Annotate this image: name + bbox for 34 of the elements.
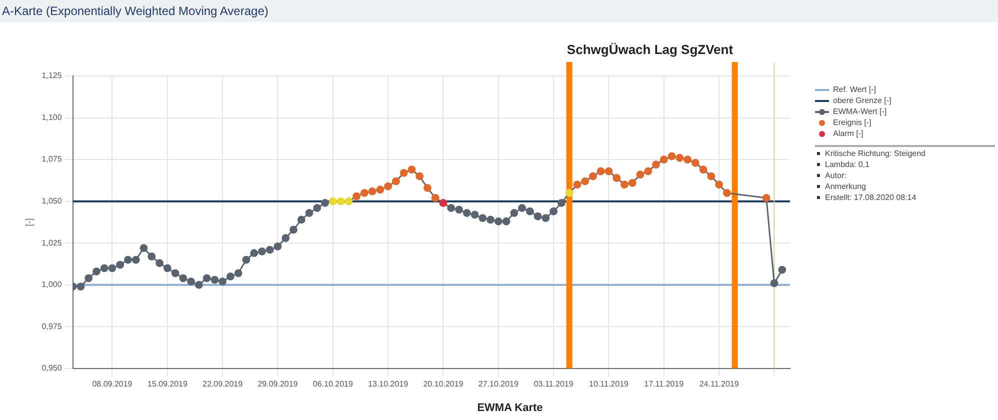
y-tick-label: 1,025 — [42, 238, 62, 248]
legend-label: EWMA-Wert [-] — [833, 107, 887, 116]
y-axis-title: [-] — [24, 218, 34, 226]
x-tick-label: 22.09.2019 — [202, 379, 244, 388]
y-tick-label: 1,050 — [42, 196, 62, 206]
legend-label: obere Grenze [-] — [833, 96, 892, 105]
y-tick-label: 0,975 — [42, 322, 62, 331]
y-tick-label: 1,100 — [42, 112, 62, 122]
legend-label: Ref. Wert [-] — [833, 85, 876, 94]
x-tick-label: 20.10.2019 — [423, 379, 464, 388]
x-tick-label: 08.09.2019 — [92, 379, 133, 388]
x-tick-label: 17.11.2019 — [644, 379, 684, 388]
x-tick-label: 29.09.2019 — [258, 379, 298, 388]
legend-label: Alarm [-] — [833, 129, 864, 138]
text: Anmerkung — [824, 182, 867, 193]
x-tick-label: 03.11.2019 — [534, 379, 574, 388]
x-axis-title: EWMA Karte — [476, 402, 544, 414]
x-tick-label: 27.10.2019 — [478, 379, 519, 388]
x-tick-label: 15.09.2019 — [147, 379, 188, 388]
chart-subtitle: SchwgÜwach Lag SgZVent — [566, 42, 734, 57]
x-tick-label: 10.11.2019 — [589, 379, 630, 388]
text: Erstellt: 17.08.2020 08:14 — [824, 193, 918, 204]
x-tick-label: 13.10.2019 — [368, 379, 409, 388]
text: Autor: — [824, 171, 848, 182]
chart-title: A-Karte (Exponentially Weighted Moving Average) — [0, 0, 998, 22]
y-tick-label: 1,075 — [42, 154, 62, 164]
y-tick-label: 1,125 — [42, 71, 62, 80]
y-tick-label: 1,000 — [42, 280, 62, 290]
text: Kritische Richtung: Steigend — [824, 149, 926, 160]
text: Lambda: 0,1 — [824, 160, 870, 171]
x-tick-label: 24.11.2019 — [699, 379, 740, 388]
y-tick-label: 0,950 — [42, 364, 62, 373]
x-tick-label: 06.10.2019 — [312, 379, 354, 388]
legend-label: Ereignis [-] — [833, 118, 872, 127]
